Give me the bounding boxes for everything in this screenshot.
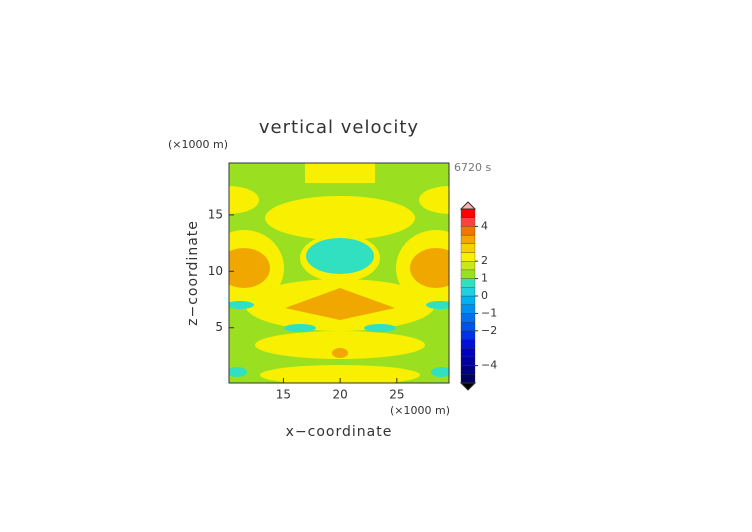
colorbar-band [460, 217, 476, 227]
colorbar-top [459, 201, 477, 210]
x-tick-label: 25 [389, 388, 404, 402]
colorbar-label: −1 [481, 306, 497, 319]
colorbar-label: −4 [481, 359, 497, 372]
y-axis-label: z−coordinate [185, 220, 201, 326]
colorbar-band [460, 278, 476, 288]
colorbar-band [460, 208, 476, 218]
colorbar-band [460, 304, 476, 314]
contour-field [229, 163, 449, 383]
x-axis-label: x−coordinate [286, 424, 393, 440]
x-tick-label: 20 [332, 388, 347, 402]
colorbar-label: 2 [481, 254, 488, 267]
chart-title: vertical velocity [259, 117, 419, 138]
colorbar-band [460, 321, 476, 331]
y-tick-label: 5 [215, 320, 223, 334]
colorbar-band [460, 330, 476, 340]
colorbar-band [460, 269, 476, 279]
colorbar-band [460, 252, 476, 262]
time-label: 6720 s [454, 161, 491, 174]
colorbar-band [460, 356, 476, 366]
y-tick-label: 10 [208, 264, 223, 278]
colorbar-bottom [459, 382, 477, 391]
colorbar-label: 4 [481, 219, 488, 232]
colorbar-band [460, 365, 476, 375]
colorbar-band [460, 339, 476, 349]
colorbar-band [460, 313, 476, 323]
x-unit: (×1000 m) [390, 404, 450, 417]
colorbar-label: −2 [481, 324, 497, 337]
colorbar-band [460, 226, 476, 236]
colorbar-band [460, 295, 476, 305]
colorbar-band [460, 261, 476, 271]
colorbar-band [460, 287, 476, 297]
colorbar-label: 0 [481, 289, 488, 302]
x-tick-label: 15 [276, 388, 291, 402]
colorbar-band [460, 374, 476, 384]
plot-frame [228, 162, 450, 384]
colorbar-band [460, 234, 476, 244]
colorbar-band [460, 348, 476, 358]
colorbar-label: 1 [481, 272, 488, 285]
colorbar-band [460, 243, 476, 253]
y-tick-label: 15 [208, 207, 223, 221]
y-unit: (×1000 m) [168, 138, 228, 151]
